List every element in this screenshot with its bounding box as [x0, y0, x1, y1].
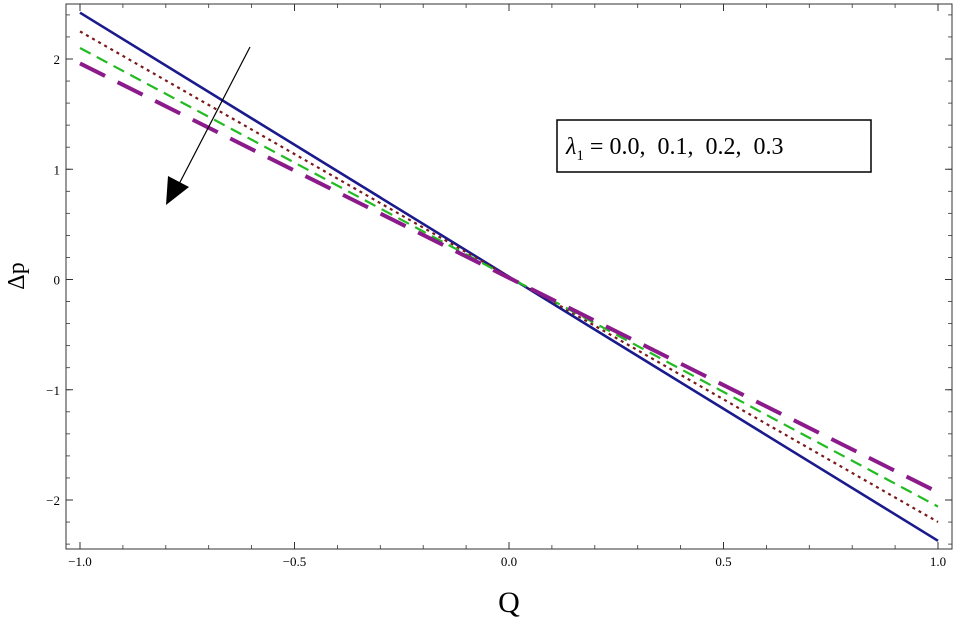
x-tick-label: 1.0 — [930, 554, 946, 569]
legend-subscript: 1 — [576, 148, 584, 164]
series-line-4 — [79, 61, 939, 495]
legend-symbol: λ — [565, 134, 576, 160]
x-tick-label: −0.5 — [283, 554, 307, 569]
axis-ticks — [66, 4, 952, 549]
y-tick-label: −2 — [46, 493, 60, 508]
x-tick-label: 0.0 — [501, 554, 517, 569]
series-layer — [79, 11, 939, 542]
x-tick-label: 0.5 — [715, 554, 731, 569]
y-axis-title: Δp — [4, 262, 30, 289]
tick-labels: −1.0 −0.5 0.0 0.5 1.0 −2 −1 0 1 2 — [46, 52, 946, 569]
legend-values: = 0.0, 0.1, 0.2, 0.3 — [584, 134, 784, 160]
svg-text:λ1 = 0.0, 0.1, 0.2, 0.3: λ1 = 0.0, 0.1, 0.2, 0.3 — [565, 134, 783, 164]
y-tick-label: 0 — [54, 273, 61, 288]
y-tick-label: 1 — [54, 162, 61, 177]
x-tick-label: −1.0 — [68, 554, 92, 569]
y-tick-label: 2 — [54, 52, 61, 67]
x-axis-title: Q — [498, 586, 520, 619]
legend-box: λ1 = 0.0, 0.1, 0.2, 0.3 — [556, 119, 872, 173]
y-tick-label: −1 — [46, 383, 60, 398]
trend-arrow — [166, 46, 251, 205]
